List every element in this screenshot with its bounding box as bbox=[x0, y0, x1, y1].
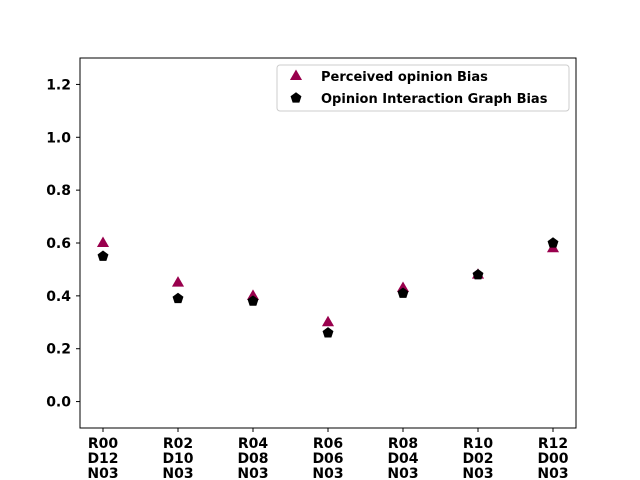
x-tick-label-line: D04 bbox=[387, 451, 418, 467]
x-tick-label: R06 D06 N03 bbox=[312, 436, 343, 480]
data-point-perceived bbox=[96, 236, 110, 247]
x-tick-label-line: R02 bbox=[163, 436, 193, 452]
x-tick-label-line: N03 bbox=[537, 466, 568, 480]
x-tick-label-line: R06 bbox=[313, 436, 343, 452]
x-tick-label-line: D08 bbox=[237, 451, 268, 467]
x-tick-label-line: R04 bbox=[238, 436, 269, 452]
data-point-graph bbox=[397, 287, 409, 298]
x-tick-label-line: D02 bbox=[462, 451, 493, 467]
x-tick-label: R00 D12 N03 bbox=[87, 436, 118, 480]
data-point-graph bbox=[322, 327, 334, 338]
data-point-graph bbox=[172, 292, 184, 304]
y-tick-label: 1.0 bbox=[46, 130, 71, 146]
data-point-graph bbox=[472, 268, 484, 280]
x-tick-label-line: D12 bbox=[87, 451, 118, 467]
x-tick-label: R04 D08 N03 bbox=[237, 436, 268, 480]
y-tick-label: 0.6 bbox=[46, 236, 71, 252]
x-tick-label-line: R12 bbox=[538, 436, 568, 452]
data-point-perceived bbox=[396, 281, 410, 292]
x-tick-label: R08 D04 N03 bbox=[387, 436, 418, 480]
data-markers bbox=[96, 236, 560, 338]
y-tick-label: 0.4 bbox=[46, 289, 71, 305]
x-tick-label-line: N03 bbox=[162, 466, 193, 480]
legend-box bbox=[276, 64, 570, 112]
data-point-perceived bbox=[171, 276, 185, 287]
x-tick-label-line: N03 bbox=[312, 466, 343, 480]
x-tick-label-line: N03 bbox=[237, 466, 268, 480]
x-tick-label-line: N03 bbox=[387, 466, 418, 480]
data-point-graph bbox=[547, 237, 559, 248]
x-tick-label-line: N03 bbox=[462, 466, 493, 480]
x-tick-label-line: D10 bbox=[162, 451, 193, 467]
x-tick-label-line: R00 bbox=[88, 436, 119, 452]
y-axis: 0.0 0.2 0.4 0.6 0.8 1.0 1.2 bbox=[46, 77, 80, 411]
x-tick-label-line: R08 bbox=[388, 436, 418, 452]
legend-label: Perceived opinion Bias bbox=[321, 70, 488, 85]
y-tick-label: 0.2 bbox=[46, 342, 71, 358]
x-tick-label-line: D06 bbox=[312, 451, 343, 467]
x-tick-label-line: D00 bbox=[537, 451, 568, 467]
data-point-perceived bbox=[321, 315, 335, 327]
legend: Perceived opinion Bias Opinion Interactio… bbox=[276, 64, 570, 112]
y-tick-label: 1.2 bbox=[46, 77, 71, 93]
x-tick-label-line: N03 bbox=[87, 466, 118, 480]
x-tick-label: R12 D00 N03 bbox=[537, 436, 568, 480]
data-point-perceived bbox=[246, 289, 260, 300]
y-tick-label: 0.8 bbox=[46, 183, 71, 199]
y-tick-label: 0.0 bbox=[46, 395, 71, 411]
data-point-graph bbox=[97, 250, 109, 261]
x-tick-label-line: R10 bbox=[463, 436, 494, 452]
legend-label: Opinion Interaction Graph Bias bbox=[321, 92, 548, 107]
x-tick-label: R02 D10 N03 bbox=[162, 436, 193, 480]
plot-area bbox=[79, 57, 577, 429]
data-point-graph bbox=[247, 295, 259, 306]
x-tick-label: R10 D02 N03 bbox=[462, 436, 493, 480]
legend-marker bbox=[290, 92, 302, 103]
legend-marker bbox=[289, 69, 303, 80]
